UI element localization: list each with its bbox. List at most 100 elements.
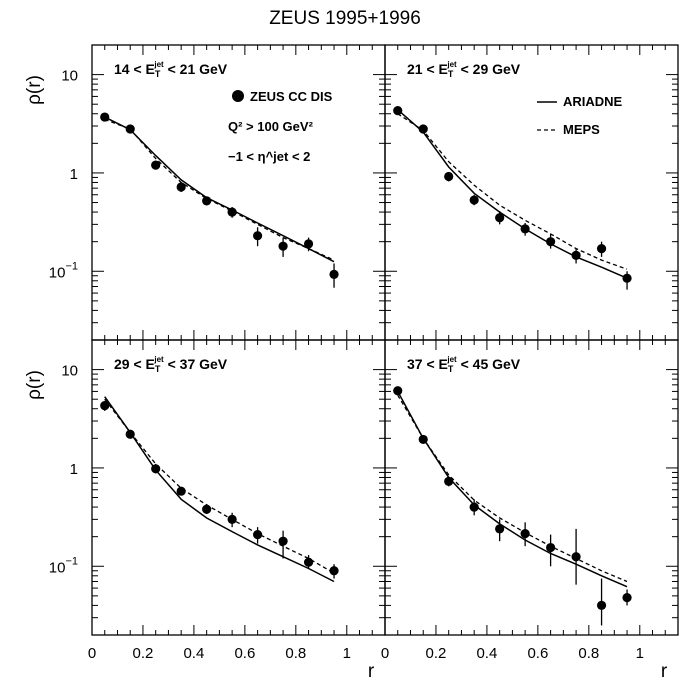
data-point [100, 401, 110, 411]
panel-label-suffix: < 21 GeV [164, 61, 228, 77]
data-point [520, 224, 530, 234]
data-point [444, 171, 454, 182]
series-meps-line [397, 113, 628, 270]
data-point [278, 241, 288, 251]
legend-marker-data [232, 90, 244, 102]
panel-frame [384, 339, 679, 636]
x-tick-label: 0.6 [234, 645, 255, 662]
panel-label: 37 < ETjet < 45 GeV [407, 355, 521, 374]
data-point [596, 244, 607, 254]
x-tick-label: 0 [381, 645, 389, 662]
x-tick-label: 0 [88, 645, 96, 662]
y-axis-label: ρ(r) [24, 75, 45, 105]
y-tick-exponent: −1 [65, 260, 78, 272]
data-point [100, 112, 110, 122]
y-tick-label: 10−1 [49, 260, 78, 281]
y-tick-label: 10−1 [49, 555, 78, 576]
data-point [546, 542, 556, 553]
legend-label-meps: MEPS [563, 122, 600, 137]
data-point [227, 514, 237, 524]
y-tick-base: 10 [61, 363, 78, 380]
panel-label-subscript: T [448, 69, 454, 79]
data-point [393, 386, 403, 396]
panel-frame [91, 339, 386, 636]
panel-label-prefix: 14 < E [114, 61, 155, 77]
data-point [571, 250, 581, 261]
data-point [495, 524, 505, 534]
panel-label-superscript: jet [446, 355, 457, 364]
x-tick-label: 0.6 [527, 645, 548, 662]
data-point [329, 269, 339, 279]
panel-label-subscript: T [155, 69, 161, 79]
panel-frame [384, 44, 679, 341]
data-point [303, 239, 314, 249]
panel-label-prefix: 29 < E [114, 356, 155, 372]
series-ariadne-line [104, 396, 335, 583]
y-tick-label: 10 [61, 363, 78, 380]
y-tick-base: 1 [70, 461, 78, 478]
y-tick-label: 1 [70, 166, 78, 183]
x-tick-label: 1 [636, 645, 644, 662]
y-tick-base: 10 [49, 559, 66, 576]
panel-label-subscript: T [155, 364, 161, 374]
panel-label-prefix: 21 < E [407, 61, 448, 77]
data-point [227, 207, 237, 217]
data-point [571, 552, 581, 562]
data-point [418, 124, 428, 134]
panel-label: 21 < ETjet < 29 GeV [407, 60, 521, 79]
panel-label-prefix: 37 < E [407, 356, 448, 372]
panel-label-suffix: < 37 GeV [164, 356, 228, 372]
panel-label-subscript: T [448, 364, 454, 374]
panel-frame [91, 44, 386, 341]
y-tick-base: 1 [70, 166, 78, 183]
data-point [278, 536, 288, 546]
legend-label-ariadne: ARIADNE [563, 94, 623, 109]
series-meps-line [104, 398, 335, 574]
data-point [418, 434, 428, 445]
y-tick-exponent: −1 [65, 555, 78, 567]
legend-data: ZEUS CC DIS Q² > 100 GeV² −1 < η^jet < 2 [228, 89, 333, 164]
series-meps-line [397, 394, 628, 583]
data-point [151, 464, 161, 474]
data-point [176, 486, 186, 496]
y-tick-label: 10 [61, 68, 78, 85]
figure-title: ZEUS 1995+1996 [269, 8, 421, 29]
data-point [393, 106, 403, 116]
data-point [546, 237, 556, 247]
y-tick-base: 10 [61, 68, 78, 85]
x-axis-label: r [368, 661, 375, 682]
data-point [125, 429, 135, 439]
panel-2: 21 < ETjet < 29 GeV [384, 44, 679, 341]
data-point [151, 160, 161, 170]
panel-4: 0 0.2 0.4 0.6 0.8 1r 37 < ETjet < 45 GeV [381, 339, 679, 682]
x-tick-label: 0.8 [578, 645, 599, 662]
data-point [469, 195, 479, 205]
data-point [622, 273, 632, 283]
x-tick-label: 0.4 [476, 645, 497, 662]
series-meps-line [104, 118, 335, 261]
data-point [596, 600, 607, 610]
x-tick-label: 0.2 [133, 645, 154, 662]
data-point [125, 124, 135, 134]
x-axis-label: r [661, 661, 668, 682]
panel-label: 14 < ETjet < 21 GeV [114, 60, 228, 79]
panel-label: 29 < ETjet < 37 GeV [114, 355, 228, 374]
series-ariadne-line [397, 109, 628, 279]
legend-models: ARIADNE MEPS [537, 94, 623, 137]
data-point [622, 593, 632, 603]
panel-label-superscript: jet [446, 60, 457, 69]
x-tick-label: 0.8 [285, 645, 306, 662]
panel-label-superscript: jet [153, 60, 164, 69]
y-axis-label: ρ(r) [24, 370, 45, 400]
x-tick-label: 1 [343, 645, 351, 662]
y-tick-label: 1 [70, 461, 78, 478]
x-tick-label: 0.2 [426, 645, 447, 662]
data-point [303, 557, 314, 567]
panel-1: 10 1 10−1 ρ(r) 14 < ETjet < 21 GeV [24, 44, 386, 341]
data-point [253, 529, 263, 540]
series-ariadne-line [397, 391, 628, 588]
data-point [469, 502, 479, 512]
cut-eta-label: −1 < η^jet < 2 [228, 149, 310, 164]
